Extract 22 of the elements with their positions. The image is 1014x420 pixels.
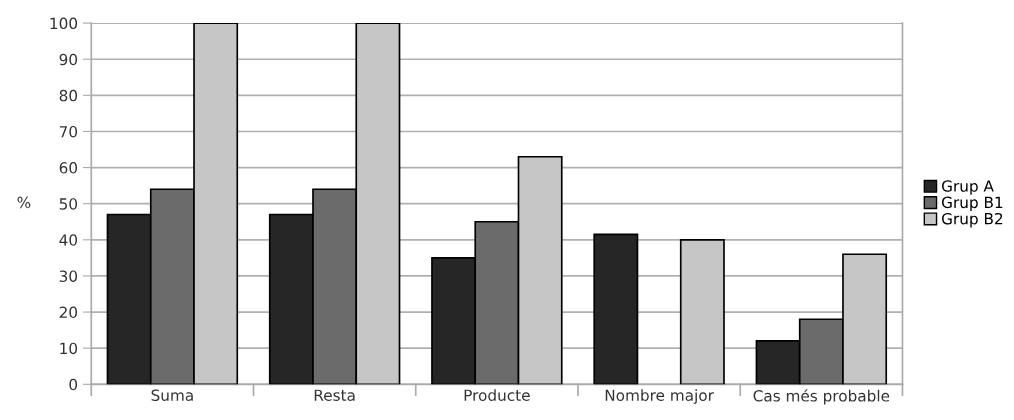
y-tick-label: 10	[60, 342, 78, 355]
y-tick-label: 90	[59, 53, 78, 66]
y-tick-label: 50	[59, 198, 78, 210]
bar	[679, 238, 725, 385]
x-tick-label: Cas més probable	[753, 389, 890, 405]
x-tick-label: Producte	[464, 389, 530, 401]
x-tick-label: Resta	[314, 389, 355, 401]
y-tick-label: 80	[59, 89, 78, 102]
y-tick-label: 0	[69, 378, 78, 391]
y-tick-label: 20	[59, 306, 78, 319]
y-tick-label: 60	[59, 162, 78, 174]
bar	[593, 233, 639, 385]
y-tick-label: 40	[59, 234, 78, 246]
x-tick-label: Nombre major	[605, 389, 714, 404]
y-tick-label: 30	[59, 270, 78, 282]
y-tick-label: 100	[50, 17, 78, 30]
y-tick-label: 70	[59, 125, 78, 138]
legend-label: Grup B2	[941, 212, 1003, 228]
legend-label: Grup B1	[941, 196, 1003, 212]
legend-label: Grup A	[941, 180, 994, 195]
x-tick-label: Suma	[151, 389, 193, 401]
y-axis-title: %	[17, 196, 31, 209]
